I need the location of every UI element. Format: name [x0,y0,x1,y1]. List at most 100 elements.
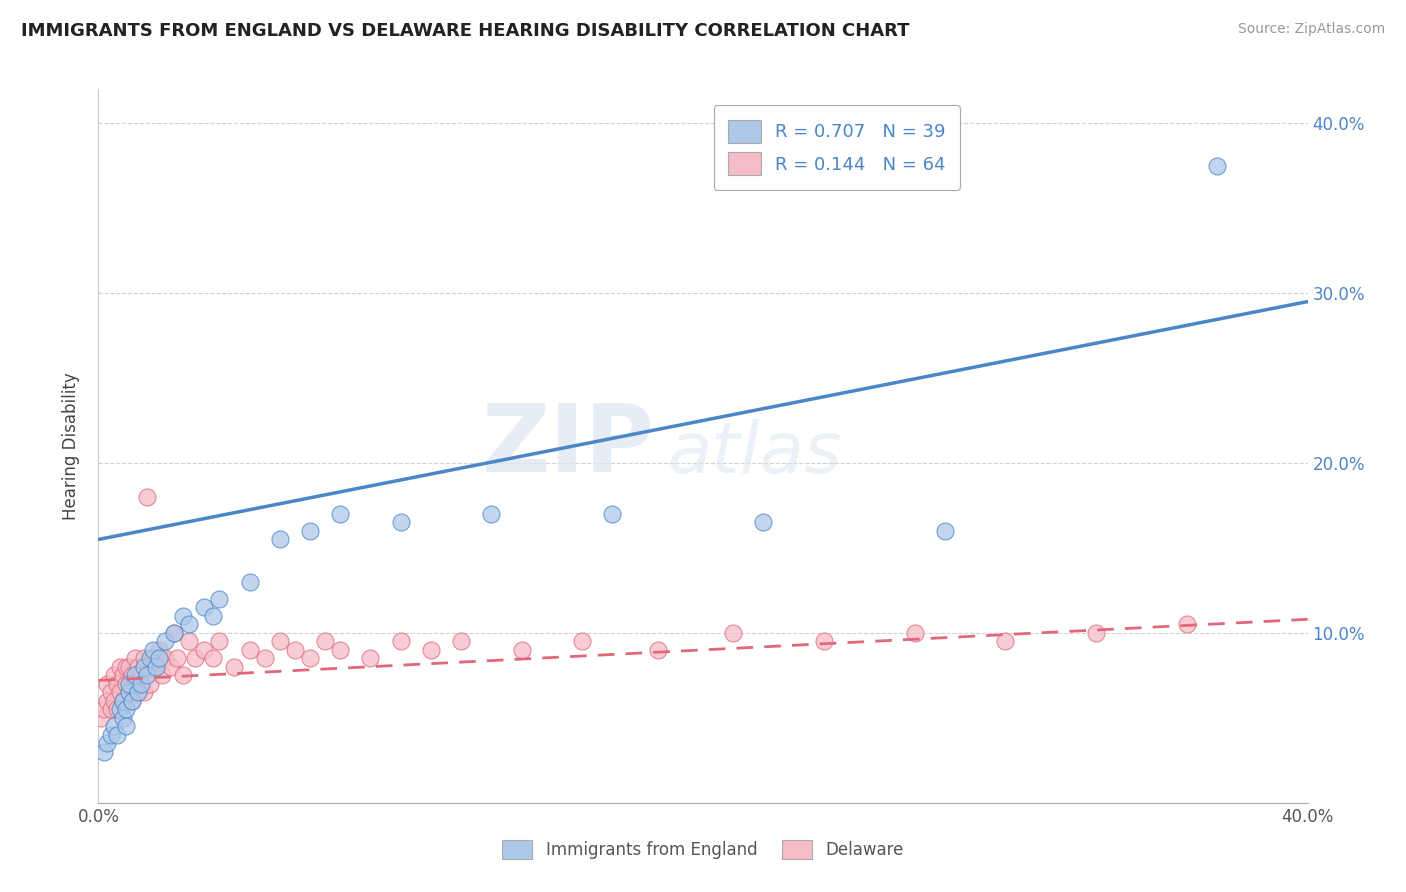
Point [510,643,533,657]
Point [329,507,352,521]
Point [127,685,149,699]
Text: Source: ZipAtlas.com: Source: ZipAtlas.com [1237,22,1385,37]
Point [105,702,128,716]
Point [202,651,225,665]
Point [208,591,231,606]
Point [224,660,246,674]
Point [481,507,503,521]
Point [153,634,176,648]
Point [193,600,215,615]
Point [132,660,155,674]
Point [450,634,472,648]
Point [129,677,152,691]
Point [124,651,146,665]
Text: atlas: atlas [666,418,841,488]
Point [127,685,149,699]
Point [121,694,143,708]
Point [571,634,593,648]
Point [114,702,136,716]
Point [253,651,276,665]
Point [100,685,122,699]
Point [118,685,141,699]
Point [184,651,207,665]
Point [132,651,155,665]
Point [179,634,201,648]
Point [103,719,125,733]
Point [160,660,183,674]
Point [420,643,443,657]
Point [96,736,118,750]
Point [135,668,157,682]
Point [172,608,194,623]
Point [114,719,136,733]
Point [100,728,122,742]
Point [114,677,136,691]
Point [121,668,143,682]
Point [127,660,149,674]
Point [208,634,231,648]
Point [124,668,146,682]
Text: IMMIGRANTS FROM ENGLAND VS DELAWARE HEARING DISABILITY CORRELATION CHART: IMMIGRANTS FROM ENGLAND VS DELAWARE HEAR… [21,22,910,40]
Point [193,643,215,657]
Point [139,677,162,691]
Point [284,643,307,657]
Point [145,660,167,674]
Point [647,643,669,657]
Point [329,643,352,657]
Point [389,634,412,648]
Point [118,685,141,699]
Point [108,702,131,716]
Point [90,711,112,725]
Point [602,507,624,521]
Point [145,660,167,674]
Point [904,626,927,640]
Point [239,574,262,589]
Point [148,643,170,657]
Point [166,651,188,665]
Point [121,694,143,708]
Point [172,668,194,682]
Point [93,745,115,759]
Point [132,685,155,699]
Point [239,643,262,657]
Point [163,626,186,640]
Point [111,694,134,708]
Point [105,728,128,742]
Point [148,651,170,665]
Y-axis label: Hearing Disability: Hearing Disability [62,372,80,520]
Point [129,668,152,682]
Point [153,651,176,665]
Point [142,651,165,665]
Point [269,634,291,648]
Point [105,677,128,691]
Point [103,668,125,682]
Point [111,668,134,682]
Legend: Immigrants from England, Delaware: Immigrants from England, Delaware [495,833,911,866]
Point [389,516,412,530]
Point [813,634,835,648]
Point [103,694,125,708]
Point [142,643,165,657]
Point [723,626,745,640]
Point [934,524,956,538]
Point [299,651,322,665]
Point [111,694,134,708]
Point [314,634,336,648]
Point [360,651,382,665]
Point [96,694,118,708]
Point [139,651,162,665]
Point [111,711,134,725]
Point [100,702,122,716]
Point [108,660,131,674]
Point [124,677,146,691]
Point [752,516,775,530]
Point [1206,159,1229,173]
Text: ZIP: ZIP [482,400,655,492]
Point [108,685,131,699]
Point [179,617,201,632]
Point [1085,626,1108,640]
Point [202,608,225,623]
Point [299,524,322,538]
Point [118,677,141,691]
Point [269,533,291,547]
